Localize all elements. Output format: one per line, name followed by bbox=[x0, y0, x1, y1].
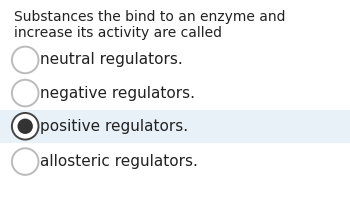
Ellipse shape bbox=[12, 113, 38, 140]
Ellipse shape bbox=[12, 148, 38, 175]
Text: positive regulators.: positive regulators. bbox=[40, 119, 188, 134]
Text: increase its activity are called: increase its activity are called bbox=[14, 26, 222, 40]
Ellipse shape bbox=[12, 47, 38, 73]
Text: neutral regulators.: neutral regulators. bbox=[40, 52, 183, 67]
FancyBboxPatch shape bbox=[0, 110, 350, 143]
Text: Substances the bind to an enzyme and: Substances the bind to an enzyme and bbox=[14, 10, 286, 24]
Ellipse shape bbox=[18, 119, 33, 134]
Text: negative regulators.: negative regulators. bbox=[40, 86, 195, 101]
Ellipse shape bbox=[12, 80, 38, 106]
Text: allosteric regulators.: allosteric regulators. bbox=[40, 154, 198, 169]
